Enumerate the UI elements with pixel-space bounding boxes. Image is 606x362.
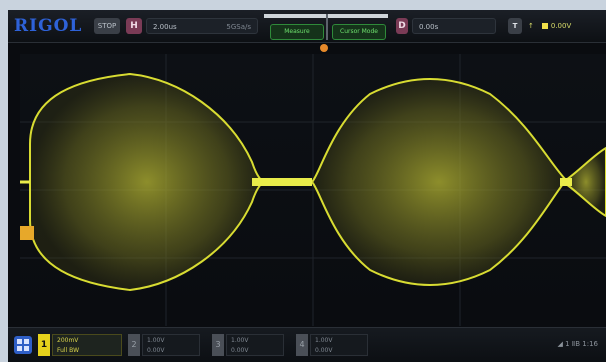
bottom-channel-bar: 1 200mV Full BW 2 1.00V 0.00V 3 1.00V 0.… [8, 327, 606, 362]
status-readout: ◢ 1 ⅡB 1:16 [557, 340, 598, 348]
trigger-level-value: 0.00V [550, 22, 572, 30]
delay-value[interactable]: 0.00s [412, 18, 496, 34]
top-status-bar: RIGOL STOP H 2.00us 5GSa/s Measure Curso… [8, 10, 606, 43]
channel-4-offset: 0.00V [315, 347, 333, 354]
channel-1-bandwidth: Full BW [57, 347, 80, 354]
oscilloscope-screen: RIGOL STOP H 2.00us 5GSa/s Measure Curso… [8, 10, 606, 362]
channel-4-settings[interactable]: 1.00V 0.00V [310, 334, 368, 356]
cursor-mode-button[interactable]: Cursor Mode [332, 24, 386, 40]
channel-4-scale: 1.00V [315, 337, 333, 344]
delay-label[interactable]: D [396, 18, 408, 34]
sample-rate: 5GSa/s [226, 23, 251, 31]
brand-logo: RIGOL [14, 16, 83, 36]
channel-1-button[interactable]: 1 [38, 334, 50, 356]
channel-2-button[interactable]: 2 [128, 334, 140, 356]
menu-grid-icon[interactable] [14, 336, 32, 354]
channel-2-offset: 0.00V [147, 347, 165, 354]
waveform-area[interactable] [20, 54, 606, 326]
channel-3-settings[interactable]: 1.00V 0.00V [226, 334, 284, 356]
run-stop-badge[interactable]: STOP [94, 18, 120, 34]
channel-3-scale: 1.00V [231, 337, 249, 344]
channel-1-scale: 200mV [57, 337, 79, 344]
channel-2-scale: 1.00V [147, 337, 165, 344]
channel-4-button[interactable]: 4 [296, 334, 308, 356]
trigger-settings[interactable]: ↑ 0.00V [528, 22, 571, 30]
trigger-level-icon [541, 23, 548, 29]
am-node-2 [560, 178, 572, 186]
am-node-1 [252, 178, 312, 186]
measure-button[interactable]: Measure [270, 24, 324, 40]
timebase-value: 2.00us [153, 23, 177, 31]
horizontal-label[interactable]: H [126, 18, 142, 34]
position-marker-icon[interactable] [320, 44, 328, 52]
trigger-edge-icon: ↑ [528, 22, 534, 30]
channel-1-settings[interactable]: 200mV Full BW [52, 334, 122, 356]
trigger-label[interactable]: T [508, 18, 522, 34]
am-envelope-lobe-3 [565, 146, 606, 218]
channel-2-settings[interactable]: 1.00V 0.00V [142, 334, 200, 356]
memory-center-line [326, 14, 328, 40]
horizontal-timebase[interactable]: 2.00us 5GSa/s [146, 18, 258, 34]
waveform-svg [20, 54, 606, 326]
channel-1-offset-marker[interactable] [20, 226, 34, 240]
channel-3-offset: 0.00V [231, 347, 249, 354]
channel-3-button[interactable]: 3 [212, 334, 224, 356]
